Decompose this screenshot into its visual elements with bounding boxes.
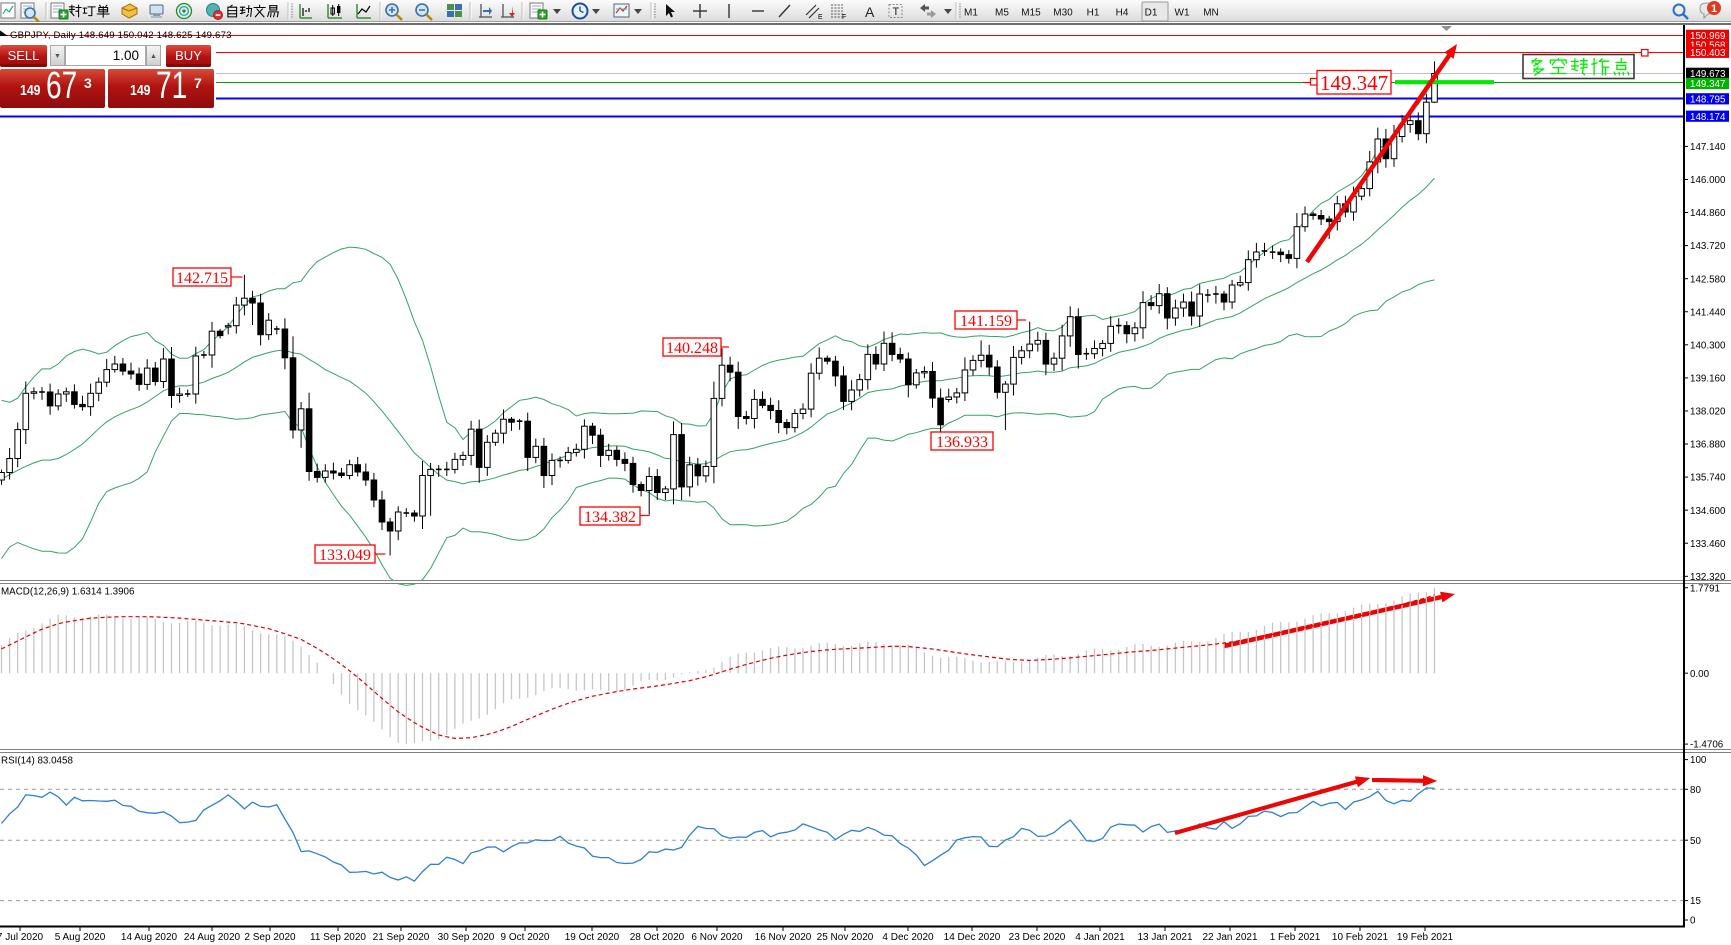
svg-text:133.460: 133.460 [1690,539,1726,550]
svg-text:H1: H1 [1087,8,1100,19]
svg-text:24 Aug 2020: 24 Aug 2020 [184,932,241,943]
svg-text:0.00: 0.00 [1690,669,1710,680]
svg-text:15: 15 [1690,896,1701,907]
svg-text:7 Jul 2020: 7 Jul 2020 [0,932,44,943]
svg-text:135.740: 135.740 [1690,473,1726,484]
svg-text:MACD(12,26,9) 1.6314 1.3906: MACD(12,26,9) 1.6314 1.3906 [1,587,135,598]
svg-text:149.347: 149.347 [1690,79,1725,90]
svg-text:22 Jan 2021: 22 Jan 2021 [1202,932,1257,943]
svg-text:136.933: 136.933 [936,434,988,451]
svg-text:100: 100 [1690,755,1707,766]
svg-text:146.000: 146.000 [1690,175,1726,186]
svg-text:RSI(14) 83.0458: RSI(14) 83.0458 [1,756,73,767]
svg-text:10 Feb 2021: 10 Feb 2021 [1332,932,1389,943]
svg-text:80: 80 [1690,785,1701,796]
svg-text:19 Feb 2021: 19 Feb 2021 [1397,932,1454,943]
svg-text:4 Jan 2021: 4 Jan 2021 [1075,932,1125,943]
svg-text:136.880: 136.880 [1690,440,1726,451]
svg-text:147.140: 147.140 [1690,142,1726,153]
svg-text:H4: H4 [1116,8,1129,19]
svg-text:148.795: 148.795 [1690,94,1726,105]
svg-text:1.7791: 1.7791 [1690,583,1720,594]
svg-text:M5: M5 [995,8,1009,19]
svg-text:5 Aug 2020: 5 Aug 2020 [55,932,106,943]
svg-text:142.715: 142.715 [176,270,228,287]
svg-text:30 Sep 2020: 30 Sep 2020 [438,932,495,943]
svg-text:138.020: 138.020 [1690,407,1726,418]
svg-text:2 Sep 2020: 2 Sep 2020 [244,932,296,943]
svg-text:14 Aug 2020: 14 Aug 2020 [121,932,178,943]
svg-text:F: F [842,14,846,21]
svg-text:14 Dec 2020: 14 Dec 2020 [944,932,1001,943]
svg-text:139.160: 139.160 [1690,373,1726,384]
svg-text:16 Nov 2020: 16 Nov 2020 [755,932,812,943]
svg-text:141.440: 141.440 [1690,307,1726,318]
svg-text:1 Feb 2021: 1 Feb 2021 [1270,932,1321,943]
svg-text:150.568: 150.568 [1690,41,1726,52]
svg-text:MN: MN [1203,8,1219,19]
svg-text:141.159: 141.159 [960,313,1012,330]
svg-text:28 Oct 2020: 28 Oct 2020 [630,932,685,943]
svg-text:A: A [865,4,875,20]
svg-text:148.174: 148.174 [1690,112,1726,123]
svg-text:M1: M1 [964,8,978,19]
svg-text:134.382: 134.382 [584,509,636,526]
svg-text:134.600: 134.600 [1690,506,1726,517]
svg-text:6 Nov 2020: 6 Nov 2020 [691,932,743,943]
svg-text:0: 0 [1690,916,1696,927]
svg-text:140.300: 140.300 [1690,340,1726,351]
svg-text:25 Nov 2020: 25 Nov 2020 [817,932,874,943]
svg-text:-1.4706: -1.4706 [1690,740,1724,751]
svg-text:149.347: 149.347 [1320,71,1388,95]
svg-text:140.248: 140.248 [666,340,718,357]
svg-text:M30: M30 [1053,8,1073,19]
svg-text:E: E [818,14,823,21]
svg-text:132.320: 132.320 [1690,572,1726,583]
svg-text:150.403: 150.403 [1690,48,1726,59]
svg-text:1: 1 [1711,3,1717,15]
svg-text:144.860: 144.860 [1690,208,1726,219]
svg-text:21 Sep 2020: 21 Sep 2020 [373,932,430,943]
svg-text:23 Dec 2020: 23 Dec 2020 [1009,932,1066,943]
svg-text:133.049: 133.049 [319,547,371,564]
svg-text:GBPJPY, Daily 148.649 150.042: GBPJPY, Daily 148.649 150.042 148.625 14… [10,30,232,41]
svg-text:T: T [893,6,900,18]
svg-text:50: 50 [1690,836,1701,847]
svg-text:19 Oct 2020: 19 Oct 2020 [565,932,620,943]
svg-text:150.969: 150.969 [1690,31,1725,42]
svg-text:11 Sep 2020: 11 Sep 2020 [310,932,366,943]
svg-text:142.580: 142.580 [1690,274,1726,285]
svg-text:149.673: 149.673 [1690,69,1726,80]
svg-text:143.720: 143.720 [1690,241,1726,252]
svg-text:W1: W1 [1175,8,1190,19]
svg-text:4 Dec 2020: 4 Dec 2020 [882,932,934,943]
svg-text:M15: M15 [1021,8,1041,19]
svg-text:D1: D1 [1145,8,1158,19]
svg-text:13 Jan 2021: 13 Jan 2021 [1137,932,1192,943]
svg-text:9 Oct 2020: 9 Oct 2020 [501,932,550,943]
